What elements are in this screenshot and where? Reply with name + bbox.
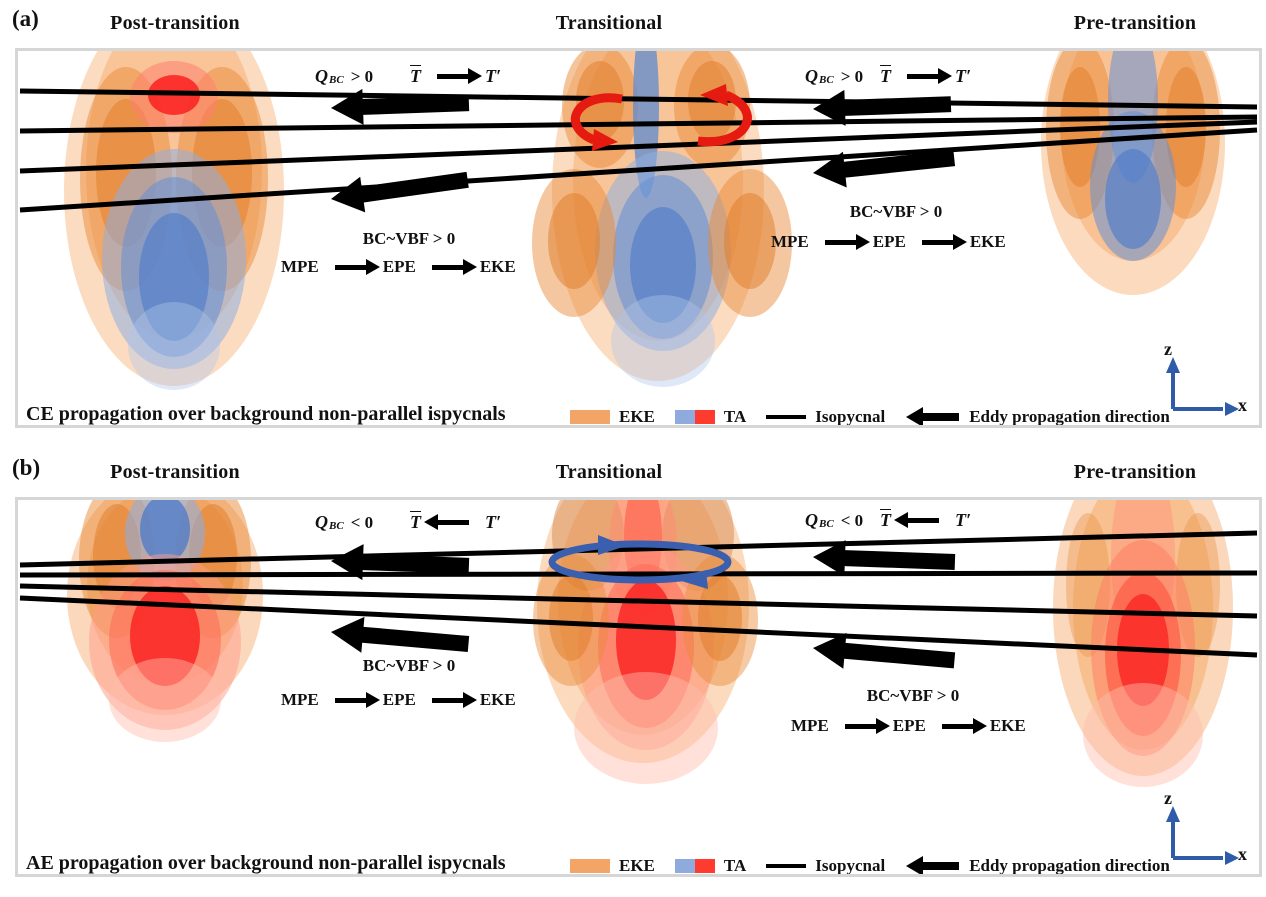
eddy-propagation-arrow-icon	[906, 407, 960, 425]
eddy-pre-transition-b	[1053, 500, 1233, 787]
energy-path-a-left: MPE EPE EKE	[281, 257, 516, 276]
panel-a: (a) Post-transition Transitional Pre-tra…	[12, 6, 1262, 428]
eddy-propagation-legend-label: Eddy propagation direction	[969, 856, 1170, 875]
diagram-a-svg	[19, 51, 1258, 416]
eddy-transitional-a	[532, 51, 792, 387]
qbc-annotation-a-right: Q BC > 0	[805, 66, 864, 86]
eddy-pre-transition-a	[1041, 51, 1225, 295]
title-pre-transition-b: Pre-transition	[1073, 461, 1197, 483]
title-post-transition-a: Post-transition	[110, 12, 240, 34]
isopycnal-legend-label: Isopycnal	[815, 856, 886, 875]
qbc-annotation-a-left: Q BC > 0	[315, 66, 374, 86]
right-arrow-icon	[437, 68, 482, 84]
temp-conversion-a-left: T T′	[410, 66, 502, 86]
right-arrow-icon	[431, 691, 477, 708]
eke-swatch	[570, 859, 610, 873]
bc-vbf-label-b-left: BC~VBF > 0	[362, 656, 456, 675]
circulation-arrows-red	[570, 84, 752, 151]
legend-b: EKE TA Isopycnal Eddy propagation direct…	[570, 856, 1170, 875]
isopycnal-line-sample	[766, 864, 807, 868]
isopycnal-line-sample	[766, 415, 807, 419]
qbc-annotation-b-right: Q BC < 0	[805, 510, 864, 530]
x-axis-label-b: x	[1238, 844, 1247, 864]
eddy-post-transition-a	[64, 51, 284, 390]
temp-conversion-a-right: T T′	[880, 66, 972, 86]
left-arrow-icon	[424, 514, 469, 530]
z-axis-label-b: z	[1164, 788, 1172, 808]
eddy-propagation-legend-label: Eddy propagation direction	[969, 407, 1170, 426]
isopycnal-lines-b	[19, 530, 1258, 658]
panel-a-caption: CE propagation over background non-paral…	[26, 403, 506, 425]
diagram-b-svg	[19, 500, 1258, 865]
right-arrow-icon	[941, 717, 987, 734]
propagation-arrows-a	[331, 88, 956, 213]
ta-legend-label: TA	[723, 407, 747, 426]
ta-swatch	[674, 859, 715, 873]
title-pre-transition-a: Pre-transition	[1073, 12, 1197, 34]
eke-swatch	[570, 410, 610, 424]
eddy-transitional-b	[533, 500, 758, 784]
bc-vbf-label-b-right: BC~VBF > 0	[866, 686, 960, 705]
eke-legend-label: EKE	[619, 407, 655, 426]
left-arrow-icon	[894, 512, 939, 528]
bc-vbf-label-a-right: BC~VBF > 0	[849, 202, 943, 221]
panel-b: (b) Post-transition Transitional Pre-tra…	[0, 449, 1266, 897]
diagram-canvas-a: Q BC > 0 T T′ Q BC > 0 T T′ BC~VBF > 0 BC~VB…	[15, 48, 1262, 428]
legend-a: EKE TA Isopycnal Eddy propagation direct…	[570, 407, 1170, 426]
energy-path-a-right: MPE EPE EKE	[771, 232, 1006, 251]
title-post-transition-b: Post-transition	[110, 461, 240, 483]
eddy-propagation-arrow-icon	[906, 856, 960, 874]
axes-b	[1166, 806, 1239, 865]
right-arrow-icon	[431, 258, 477, 275]
bc-vbf-label-a-left: BC~VBF > 0	[362, 229, 456, 248]
right-arrow-icon	[907, 68, 952, 84]
ta-legend-label: TA	[723, 856, 747, 875]
right-arrow-icon	[844, 717, 890, 734]
title-transitional-b: Transitional	[555, 461, 663, 483]
ta-swatch	[674, 410, 715, 424]
diagram-canvas-b: Q BC < 0 T T′ Q BC < 0 T T′ BC~VBF > 0 BC~VB…	[15, 497, 1262, 877]
title-transitional-a: Transitional	[555, 12, 663, 34]
panel-b-caption: AE propagation over background non-paral…	[26, 852, 506, 874]
temp-conversion-b-left: T T′	[410, 512, 502, 532]
right-arrow-icon	[921, 233, 967, 250]
circulation-arrows-blue	[548, 535, 732, 589]
right-arrow-icon	[334, 691, 380, 708]
energy-path-b-left: MPE EPE EKE	[281, 690, 516, 709]
right-arrow-icon	[334, 258, 380, 275]
right-arrow-icon	[824, 233, 870, 250]
panel-b-label: (b)	[12, 455, 41, 480]
isopycnal-legend-label: Isopycnal	[815, 407, 886, 426]
panel-a-label: (a)	[12, 6, 39, 31]
eke-legend-label: EKE	[619, 856, 655, 875]
axes-a	[1166, 357, 1239, 416]
energy-path-b-right: MPE EPE EKE	[791, 716, 1026, 735]
x-axis-label-a: x	[1238, 395, 1247, 415]
propagation-arrows-b	[331, 540, 956, 669]
z-axis-label-a: z	[1164, 339, 1172, 359]
temp-conversion-b-right: T T′	[880, 510, 972, 530]
eddy-post-transition-b	[67, 500, 263, 742]
isopycnal-lines-a	[19, 88, 1258, 213]
qbc-annotation-b-left: Q BC < 0	[315, 512, 374, 532]
